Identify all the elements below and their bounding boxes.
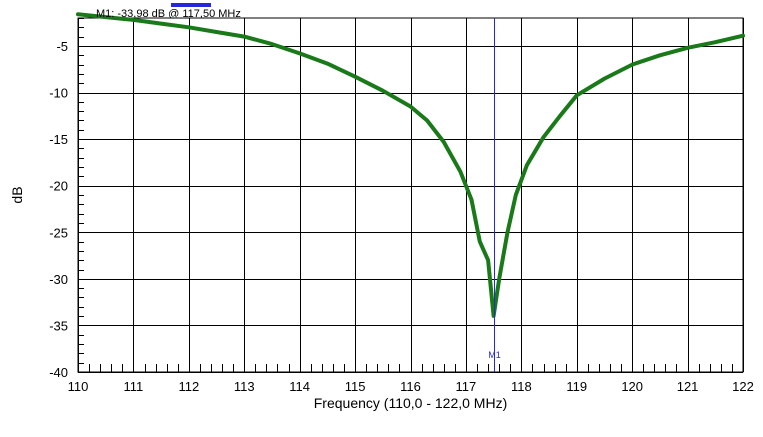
x-axis-title: Frequency (110,0 - 122,0 MHz) [314,395,508,411]
series-line [76,12,745,318]
y-tick-label: -35 [49,318,68,333]
marker-label: M1 [488,350,501,360]
x-tick-label: 117 [456,379,477,394]
x-tick-label: 118 [511,379,532,394]
y-axis-title: dB [9,186,25,203]
x-tick-label: 112 [178,379,199,394]
y-tick-label: -40 [49,365,68,380]
x-tick-label: 115 [345,379,366,394]
y-tick-label: -5 [56,39,68,54]
x-tick-label: 113 [234,379,255,394]
x-tick-label: 111 [124,379,144,394]
marker-m1: M1 [488,18,501,372]
x-tick-labels: 110 111 112 113 114 115 116 117 118 119 120 121 122 [68,379,754,394]
trace [76,12,745,318]
y-tick-labels: -5 -10 -15 -20 -25 -30 -35 -40 [49,39,68,380]
x-tick-label: 110 [68,379,89,394]
x-tick-label: 120 [621,379,643,394]
plot-frame [77,17,744,373]
y-tick-label: -20 [49,179,68,194]
x-tick-label: 119 [566,379,587,394]
y-tick-label: -10 [49,86,68,101]
grid [77,17,744,373]
x-tick-label: 114 [289,379,310,394]
marker-readout: M1: -33,98 dB @ 117,50 MHz [96,8,241,20]
y-tick-label: -15 [49,132,68,147]
x-tick-label: 122 [732,379,754,394]
minor-ticks [78,18,733,372]
marker-legend-swatch [171,3,211,7]
x-tick-label: 121 [677,379,699,394]
x-tick-label: 116 [400,379,421,394]
y-tick-label: -30 [49,272,68,287]
y-tick-label: -25 [49,225,68,240]
